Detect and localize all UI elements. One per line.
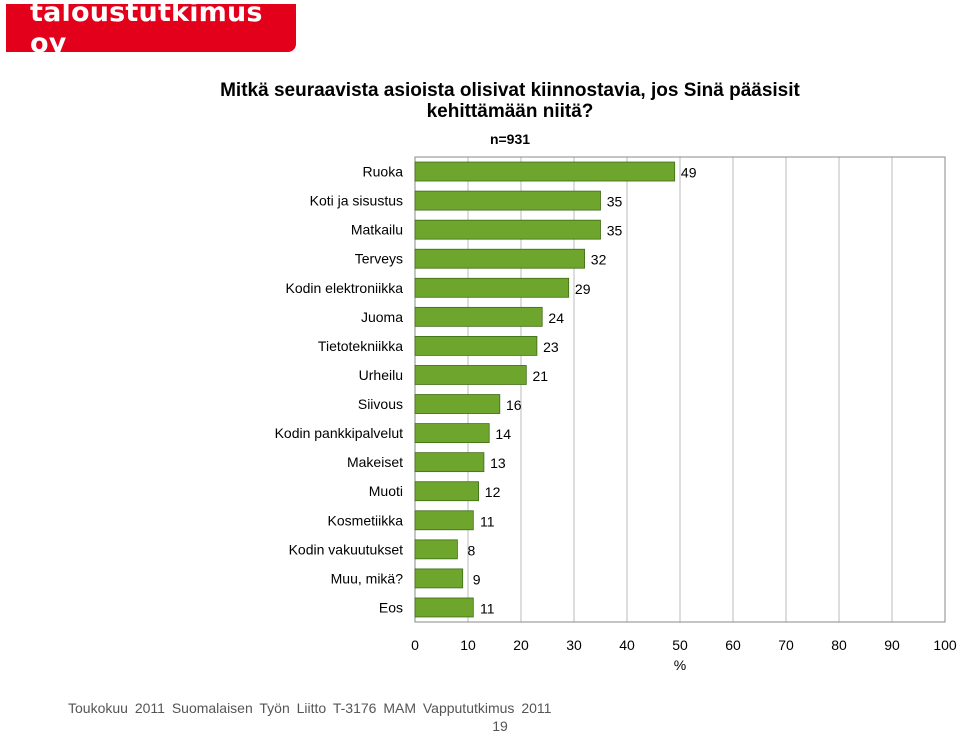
category-label: Matkailu bbox=[351, 222, 403, 238]
bar bbox=[414, 423, 490, 443]
data-label: 49 bbox=[681, 165, 697, 181]
bar bbox=[414, 336, 538, 356]
bar bbox=[414, 568, 464, 589]
bar bbox=[414, 597, 474, 618]
data-label: 35 bbox=[607, 223, 623, 239]
bar bbox=[414, 481, 479, 502]
data-label: 12 bbox=[485, 484, 501, 500]
category-label: Ruoka bbox=[363, 164, 404, 180]
category-label: Kodin vakuutukset bbox=[289, 541, 404, 557]
x-tick-label: 100 bbox=[933, 637, 957, 653]
data-label: 23 bbox=[543, 339, 559, 355]
data-label: 35 bbox=[607, 194, 623, 210]
x-tick-label: 40 bbox=[619, 637, 635, 653]
data-label: 13 bbox=[490, 455, 506, 471]
data-label: 32 bbox=[591, 252, 607, 268]
category-label: Kodin pankkipalvelut bbox=[275, 425, 404, 441]
category-label: Muoti bbox=[369, 483, 403, 499]
category-label: Juoma bbox=[361, 309, 403, 325]
bar bbox=[414, 277, 570, 298]
category-label: Siivous bbox=[358, 396, 403, 412]
x-tick-label: 30 bbox=[566, 637, 582, 653]
bar bbox=[414, 190, 601, 211]
x-tick-label: 50 bbox=[672, 637, 688, 653]
category-label: Tietotekniikka bbox=[318, 338, 403, 354]
chart-title: Mitkä seuraavista asioista olisivat kiin… bbox=[220, 80, 800, 122]
x-tick-label: 10 bbox=[460, 637, 476, 653]
bar bbox=[414, 452, 485, 473]
category-label: Eos bbox=[379, 599, 403, 615]
page-number: 19 bbox=[492, 718, 508, 734]
bar bbox=[414, 161, 676, 182]
category-label: Makeiset bbox=[347, 454, 403, 470]
category-label: Koti ja sisustus bbox=[310, 193, 403, 209]
category-label: Urheilu bbox=[359, 367, 403, 383]
bar bbox=[414, 306, 543, 327]
bar bbox=[414, 248, 586, 269]
category-label: Kosmetiikka bbox=[328, 512, 404, 528]
category-label: Kodin elektroniikka bbox=[285, 280, 403, 296]
data-label: 16 bbox=[506, 397, 522, 413]
data-label: 8 bbox=[468, 542, 476, 558]
brand-name: taloustutkimus oy bbox=[30, 0, 263, 59]
x-tick-label: 70 bbox=[778, 637, 794, 653]
x-tick-label: 90 bbox=[884, 637, 900, 653]
brand-logo: taloustutkimus oy bbox=[6, 0, 296, 59]
chart-subtitle: n=931 bbox=[489, 131, 531, 147]
x-axis-label: % bbox=[674, 657, 686, 673]
x-tick-label: 0 bbox=[411, 637, 419, 653]
footer-text: Toukokuu 2011 Suomalaisen Työn Liitto T-… bbox=[68, 700, 552, 716]
data-label: 21 bbox=[533, 368, 549, 384]
data-label: 11 bbox=[480, 513, 495, 529]
data-label: 11 bbox=[480, 600, 495, 616]
category-label: Muu, mikä? bbox=[331, 570, 404, 586]
x-tick-label: 20 bbox=[513, 637, 529, 653]
bar bbox=[414, 510, 474, 531]
bar bbox=[414, 219, 601, 240]
bar-chart: Ruoka 49 Koti ja sisustus 35 Matkailu 35 Terve… bbox=[275, 156, 957, 673]
data-label: 9 bbox=[473, 571, 481, 587]
plot-frame bbox=[414, 156, 946, 623]
data-label: 14 bbox=[495, 426, 511, 442]
category-label: Terveys bbox=[355, 251, 403, 267]
data-label: 29 bbox=[575, 281, 591, 297]
bar bbox=[414, 394, 501, 414]
x-tick-label: 60 bbox=[725, 637, 741, 653]
bar bbox=[414, 365, 527, 385]
bar bbox=[414, 539, 458, 560]
data-label: 24 bbox=[548, 310, 564, 326]
x-tick-label: 80 bbox=[831, 637, 847, 653]
